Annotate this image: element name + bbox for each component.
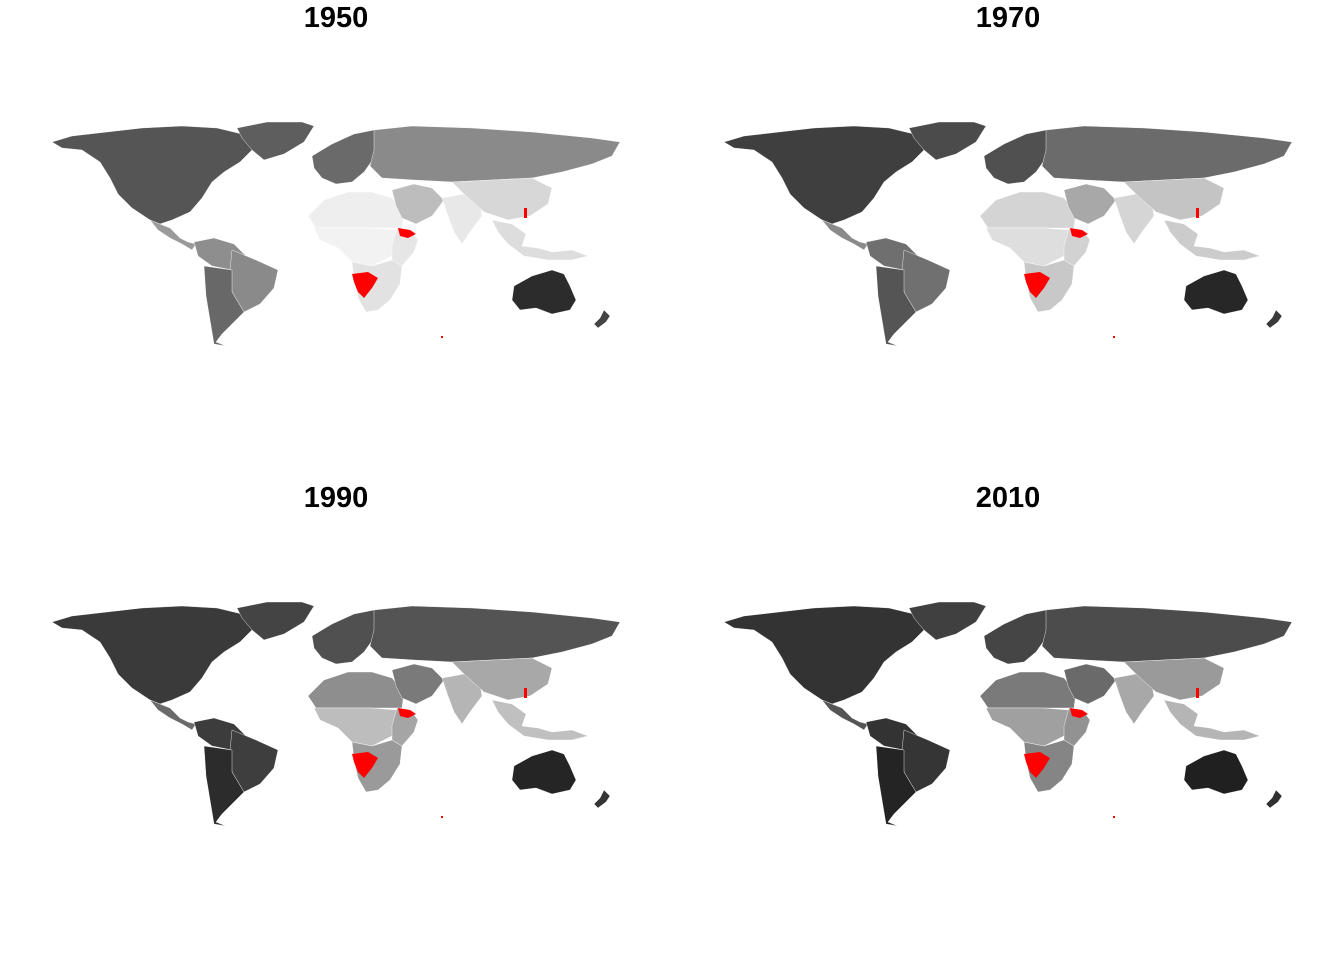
region-north-africa <box>307 191 405 229</box>
world-map <box>723 601 1293 827</box>
region-russia <box>1041 125 1293 183</box>
region-central-america <box>149 699 197 731</box>
highlighted-territory <box>398 708 416 718</box>
region-south-america-south <box>203 265 245 347</box>
region-south-america-south <box>203 745 245 827</box>
region-north-america <box>51 605 253 705</box>
region-south-america-south <box>875 265 917 347</box>
highlighted-territory <box>1113 816 1115 818</box>
highlighted-territory <box>441 336 443 338</box>
region-new-zealand <box>1265 789 1283 809</box>
region-middle-east <box>391 183 445 225</box>
region-australia <box>511 269 577 315</box>
region-australia <box>1183 269 1249 315</box>
world-map <box>51 121 621 347</box>
region-middle-east <box>1063 663 1117 705</box>
highlighted-territory <box>441 816 443 818</box>
region-se-asia <box>1163 699 1261 741</box>
region-north-africa <box>307 671 405 709</box>
region-russia <box>369 125 621 183</box>
highlighted-territory <box>352 752 378 778</box>
highlighted-territory <box>398 228 416 238</box>
region-greenland <box>236 121 315 161</box>
region-europe <box>311 609 383 665</box>
map-panel-1990: 1990 <box>0 480 672 960</box>
region-russia <box>369 605 621 663</box>
region-north-africa <box>979 671 1077 709</box>
highlighted-territory <box>352 272 378 298</box>
region-new-zealand <box>593 309 611 329</box>
highlighted-territory <box>1113 336 1115 338</box>
highlighted-territory <box>524 688 527 698</box>
region-new-zealand <box>593 789 611 809</box>
highlighted-territory <box>1196 688 1199 698</box>
region-central-america <box>149 219 197 251</box>
region-south-america-south <box>875 745 917 827</box>
region-middle-east <box>391 663 445 705</box>
region-greenland <box>236 601 315 641</box>
region-europe <box>311 129 383 185</box>
panel-title: 2010 <box>975 482 1041 514</box>
world-map <box>723 121 1293 347</box>
highlighted-territory <box>1024 752 1050 778</box>
region-north-africa <box>979 191 1077 229</box>
region-north-america <box>51 125 253 225</box>
highlighted-territory <box>1196 208 1199 218</box>
panel-title: 1990 <box>303 482 369 514</box>
highlighted-territory <box>1070 228 1088 238</box>
region-middle-east <box>1063 183 1117 225</box>
region-new-zealand <box>1265 309 1283 329</box>
map-panel-2010: 2010 <box>672 480 1344 960</box>
region-north-america <box>723 125 925 225</box>
region-north-america <box>723 605 925 705</box>
region-se-asia <box>491 699 589 741</box>
region-europe <box>983 129 1055 185</box>
region-se-asia <box>1163 219 1261 261</box>
highlighted-territory <box>1070 708 1088 718</box>
region-central-america <box>821 699 869 731</box>
region-greenland <box>908 121 987 161</box>
region-europe <box>983 609 1055 665</box>
region-australia <box>1183 749 1249 795</box>
highlighted-territory <box>1024 272 1050 298</box>
region-greenland <box>908 601 987 641</box>
highlighted-territory <box>524 208 527 218</box>
region-russia <box>1041 605 1293 663</box>
panel-title: 1950 <box>303 2 369 34</box>
region-se-asia <box>491 219 589 261</box>
world-map <box>51 601 621 827</box>
region-australia <box>511 749 577 795</box>
map-panel-1970: 1970 <box>672 0 1344 480</box>
region-central-america <box>821 219 869 251</box>
panel-title: 1970 <box>975 2 1041 34</box>
map-panel-1950: 1950 <box>0 0 672 480</box>
